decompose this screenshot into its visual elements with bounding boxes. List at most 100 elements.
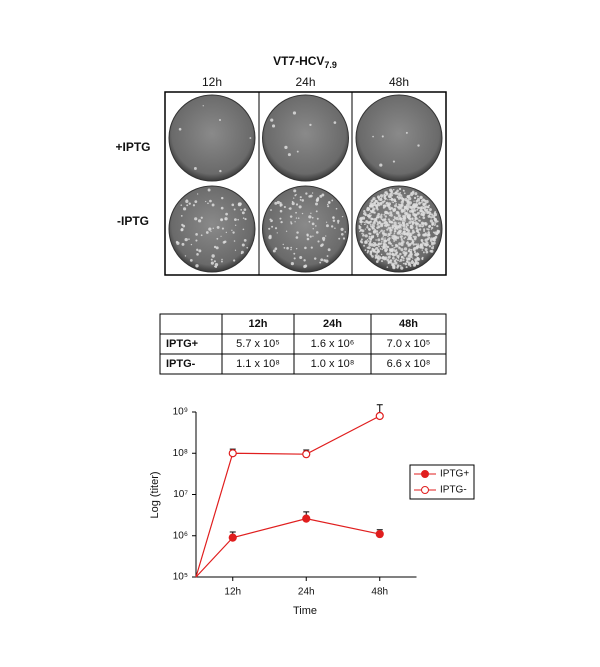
plaque bbox=[193, 167, 197, 170]
plaque bbox=[422, 203, 426, 206]
plaque bbox=[200, 234, 203, 237]
plaque bbox=[293, 189, 297, 193]
plaque bbox=[242, 217, 245, 219]
plaque bbox=[234, 249, 237, 251]
plaque bbox=[209, 199, 212, 203]
plaque bbox=[389, 198, 391, 201]
plaque bbox=[363, 244, 366, 247]
plaque bbox=[367, 207, 371, 211]
plaque bbox=[214, 262, 219, 267]
plaque bbox=[421, 249, 423, 251]
plaque bbox=[380, 218, 383, 220]
plaque bbox=[359, 240, 363, 243]
plaque bbox=[196, 193, 199, 195]
plaque bbox=[381, 256, 385, 260]
plaque bbox=[433, 238, 436, 242]
plaque bbox=[402, 230, 406, 234]
plaque bbox=[362, 234, 365, 237]
plaque bbox=[428, 225, 431, 229]
plaque bbox=[430, 249, 434, 253]
plaque bbox=[395, 249, 398, 252]
plaque bbox=[376, 256, 380, 260]
plaque bbox=[197, 219, 202, 223]
plaque bbox=[404, 236, 407, 239]
plaque bbox=[372, 227, 375, 230]
plaque bbox=[393, 267, 395, 269]
plaque bbox=[212, 227, 215, 230]
plaque bbox=[379, 215, 383, 219]
plaque bbox=[397, 222, 400, 225]
plaque bbox=[413, 205, 417, 208]
plaque bbox=[392, 219, 395, 222]
plaque bbox=[405, 131, 408, 134]
plaque bbox=[403, 237, 406, 240]
plaque bbox=[399, 233, 402, 236]
plaque bbox=[334, 227, 336, 229]
column-label: 24h bbox=[295, 75, 315, 89]
plaque bbox=[384, 249, 388, 253]
plaque bbox=[225, 231, 228, 234]
plaque bbox=[424, 238, 428, 242]
plaque bbox=[332, 219, 336, 222]
plaque bbox=[284, 145, 288, 150]
plaque bbox=[407, 215, 409, 217]
plaque bbox=[370, 225, 373, 228]
plaque bbox=[223, 240, 227, 243]
plaque bbox=[183, 207, 187, 211]
plaque bbox=[416, 197, 421, 202]
table-cell: 1.1 x 10⁸ bbox=[236, 358, 280, 370]
plaque bbox=[423, 233, 426, 236]
plaque bbox=[399, 196, 404, 200]
plaque bbox=[376, 244, 379, 247]
plaque bbox=[406, 261, 409, 263]
plaque bbox=[369, 252, 373, 256]
plaque bbox=[383, 194, 387, 198]
plaque bbox=[249, 137, 252, 139]
data-point bbox=[228, 533, 237, 542]
plaque bbox=[311, 216, 314, 219]
plaque bbox=[368, 232, 371, 235]
legend-box bbox=[409, 464, 475, 500]
series-line bbox=[195, 518, 380, 578]
plaque bbox=[392, 253, 395, 256]
plaque bbox=[394, 243, 398, 247]
plaque bbox=[306, 233, 309, 236]
plaque bbox=[311, 222, 315, 226]
plaque bbox=[312, 228, 314, 230]
plaque bbox=[405, 203, 409, 207]
plaque bbox=[393, 240, 395, 243]
plaque bbox=[285, 230, 288, 232]
legend-label: IPTG- bbox=[440, 485, 467, 496]
plaque bbox=[422, 216, 426, 220]
plaque bbox=[374, 203, 377, 207]
plaque bbox=[375, 260, 379, 263]
plaque bbox=[246, 246, 249, 249]
plaque bbox=[303, 264, 307, 269]
plaque bbox=[395, 258, 398, 261]
plaque bbox=[311, 192, 314, 194]
plaque bbox=[308, 215, 312, 219]
plaque bbox=[359, 220, 363, 223]
plaque bbox=[376, 249, 380, 253]
plaque bbox=[296, 231, 299, 234]
plaque bbox=[419, 247, 421, 249]
plaque bbox=[401, 225, 404, 227]
plaque bbox=[423, 229, 426, 233]
plaque bbox=[388, 233, 391, 237]
plaque bbox=[395, 216, 399, 221]
plaque bbox=[422, 207, 425, 209]
plaque bbox=[376, 232, 379, 236]
plaque bbox=[301, 199, 305, 202]
plaque bbox=[423, 242, 427, 246]
plaque bbox=[380, 222, 384, 226]
plaque bbox=[188, 238, 190, 240]
x-tick-label: 24h bbox=[298, 587, 315, 598]
plaque bbox=[389, 259, 393, 262]
plaque bbox=[406, 210, 409, 212]
plaque bbox=[303, 259, 306, 262]
plaque bbox=[391, 234, 393, 237]
plaque bbox=[431, 246, 434, 250]
plaque bbox=[332, 216, 335, 219]
data-point bbox=[302, 450, 311, 459]
plaque bbox=[381, 241, 383, 243]
